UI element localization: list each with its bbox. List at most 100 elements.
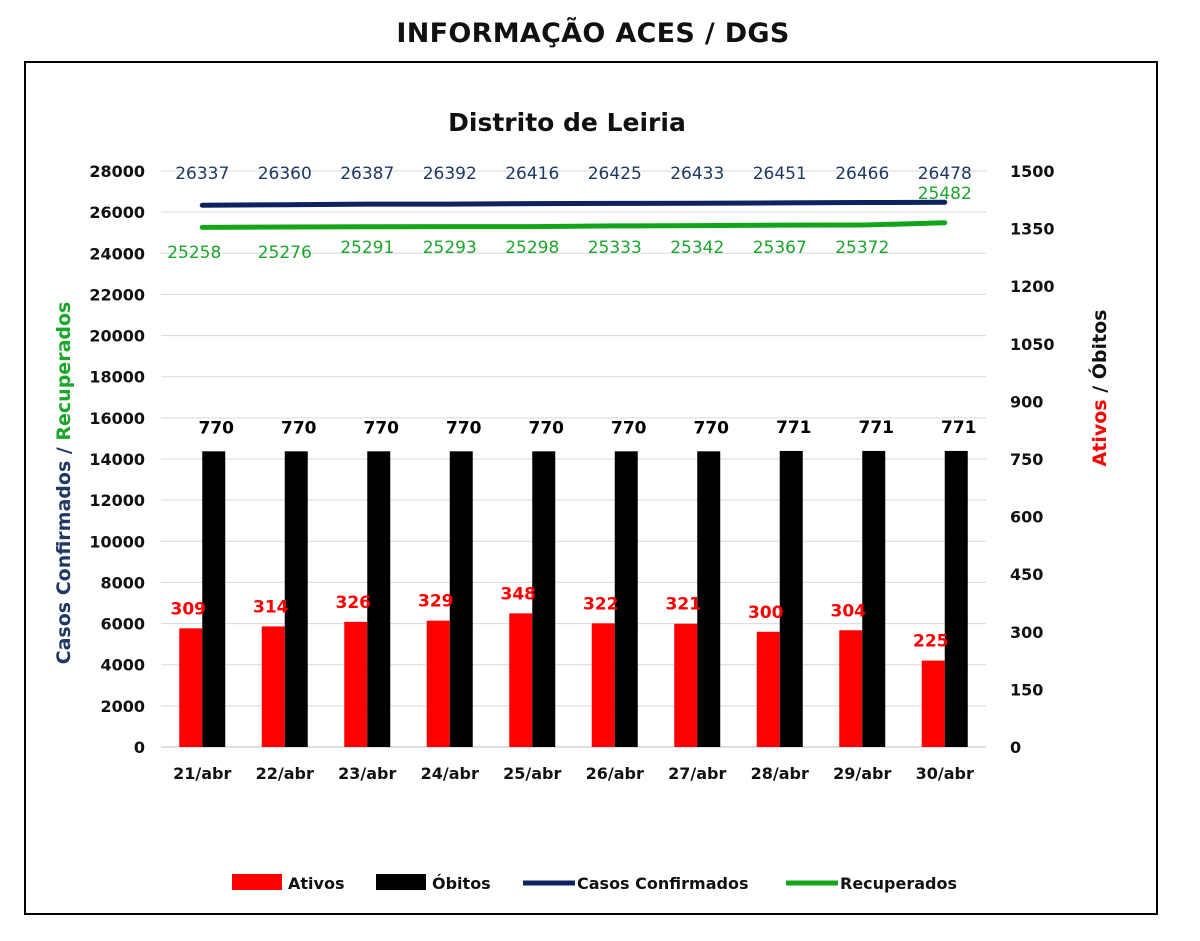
legend-label-confirmados: Casos Confirmados — [577, 874, 748, 893]
page-header: INFORMAÇÃO ACES / DGS — [396, 18, 790, 49]
data-label-confirmados: 26425 — [588, 164, 642, 184]
data-label-recuperados: 25372 — [835, 238, 889, 258]
data-label-ativos: 304 — [831, 601, 867, 621]
bar-obitos — [284, 451, 308, 747]
bar-ativos — [921, 660, 945, 747]
legend-label-ativos: Ativos — [288, 874, 344, 893]
category-label: 28/abr — [751, 764, 809, 783]
data-label-confirmados: 26360 — [258, 164, 312, 184]
line-confirmados — [199, 199, 948, 208]
left-tick-label: 6000 — [100, 615, 145, 634]
bar-obitos — [779, 450, 803, 747]
data-label-obitos: 770 — [529, 418, 565, 438]
bars — [179, 450, 968, 747]
left-tick-label: 12000 — [89, 491, 145, 510]
data-label-confirmados: 26416 — [505, 164, 559, 184]
left-tick-label: 26000 — [89, 203, 145, 222]
data-label-ativos: 225 — [913, 632, 949, 652]
bar-obitos — [697, 451, 721, 747]
left-tick-label: 22000 — [89, 285, 145, 304]
left-tick-label: 0 — [134, 738, 145, 757]
right-tick-label: 600 — [1010, 508, 1043, 527]
data-label-confirmados: 26337 — [175, 164, 229, 184]
category-label: 27/abr — [668, 764, 726, 783]
right-axis-ticks: 0 150 300 450 600 750 900 1050 1200 1350 1500 — [1010, 162, 1055, 757]
category-axis-ticks: 21/abr 22/abr 23/abr 24/abr 25/abr 26/abr 27/a… — [173, 764, 974, 783]
right-tick-label: 1200 — [1010, 277, 1055, 296]
right-axis-label-ativos: Ativos — [1089, 399, 1111, 466]
category-label: 23/abr — [338, 764, 396, 783]
data-label-ativos: 314 — [253, 597, 289, 617]
data-label-ativos: 321 — [666, 595, 702, 615]
category-label: 25/abr — [503, 764, 561, 783]
data-label-obitos: 771 — [859, 418, 895, 438]
right-tick-label: 0 — [1010, 738, 1021, 757]
bar-ativos — [591, 623, 615, 747]
left-tick-label: 2000 — [100, 697, 145, 716]
chart-frame: Distrito de Leiria 0 2000 4000 6000 8000 1000… — [24, 61, 1158, 915]
category-label: 22/abr — [256, 764, 314, 783]
bar-ativos — [674, 623, 698, 747]
left-tick-label: 28000 — [89, 162, 145, 181]
right-tick-label: 300 — [1010, 623, 1043, 642]
left-axis-label-confirmados: Casos Confirmados / — [53, 441, 75, 665]
category-label: 30/abr — [916, 764, 974, 783]
data-label-obitos: 770 — [281, 418, 317, 438]
chart-title: Distrito de Leiria — [448, 108, 686, 137]
left-axis-ticks: 0 2000 4000 6000 8000 10000 12000 14000 16000 180… — [89, 162, 145, 757]
left-axis-label: Casos Confirmados / Recuperados — [53, 302, 75, 665]
data-label-confirmados: 26478 — [918, 164, 972, 184]
data-label-recuperados: 25293 — [423, 238, 477, 258]
data-label-recuperados: 25276 — [258, 243, 312, 263]
left-tick-label: 4000 — [100, 656, 145, 675]
right-tick-label: 1500 — [1010, 162, 1055, 181]
data-label-recuperados: 25298 — [505, 238, 559, 258]
right-tick-label: 750 — [1010, 450, 1043, 469]
right-tick-label: 1050 — [1010, 335, 1055, 354]
data-label-obitos: 770 — [694, 418, 730, 438]
data-label-recuperados: 25482 — [918, 184, 972, 204]
data-label-ativos: 348 — [501, 584, 537, 604]
data-label-recuperados: 25342 — [670, 238, 724, 258]
data-label-obitos: 771 — [776, 418, 812, 438]
left-axis-label-recuperados: Recuperados — [53, 302, 75, 441]
left-tick-label: 8000 — [100, 573, 145, 592]
data-label-ativos: 329 — [418, 592, 454, 612]
data-label-obitos: 770 — [364, 418, 400, 438]
data-label-obitos: 771 — [941, 418, 977, 438]
data-label-confirmados: 26451 — [753, 164, 807, 184]
data-label-ativos: 326 — [336, 593, 372, 613]
data-label-recuperados: 25291 — [340, 238, 394, 258]
chart: Distrito de Leiria 020004000600080001000… — [53, 108, 1111, 893]
legend-swatch-obitos — [376, 874, 426, 890]
category-label: 21/abr — [173, 764, 231, 783]
left-tick-label: 20000 — [89, 327, 145, 346]
data-label-ativos: 309 — [171, 599, 207, 619]
data-label-obitos: 770 — [199, 418, 235, 438]
bar-ativos — [509, 613, 533, 747]
line-recuperados — [199, 220, 948, 230]
bar-obitos — [614, 451, 638, 747]
right-tick-label: 1350 — [1010, 220, 1055, 239]
bar-ativos — [179, 628, 203, 747]
legend-swatch-ativos — [232, 874, 282, 890]
data-label-confirmados: 26466 — [835, 164, 889, 184]
bar-ativos — [756, 631, 780, 747]
lines — [199, 199, 948, 230]
data-label-confirmados: 26387 — [340, 164, 394, 184]
left-tick-label: 14000 — [89, 450, 145, 469]
left-tick-label: 10000 — [89, 532, 145, 551]
left-tick-label: 24000 — [89, 244, 145, 263]
legend-label-obitos: Óbitos — [432, 874, 491, 893]
right-tick-label: 900 — [1010, 392, 1043, 411]
bar-obitos — [532, 451, 556, 747]
data-label-confirmados: 26433 — [670, 164, 724, 184]
right-tick-label: 450 — [1010, 565, 1043, 584]
data-label-confirmados: 26392 — [423, 164, 477, 184]
data-label-recuperados: 25258 — [167, 243, 221, 263]
legend: Ativos Óbitos Casos Confirmados Recuperados — [232, 874, 957, 893]
bar-obitos — [367, 451, 391, 747]
category-label: 29/abr — [833, 764, 891, 783]
right-axis-label: Ativos / Óbitos — [1087, 310, 1111, 467]
bar-obitos — [944, 450, 968, 747]
